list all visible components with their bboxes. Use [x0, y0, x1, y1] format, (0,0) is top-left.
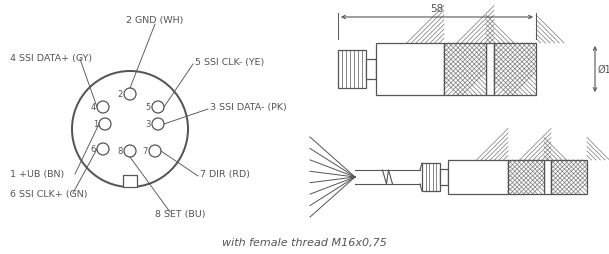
Text: 7 DIR (RD): 7 DIR (RD) — [200, 170, 250, 179]
Text: 4 SSI DATA+ (GY): 4 SSI DATA+ (GY) — [10, 53, 92, 62]
Text: 7: 7 — [143, 147, 148, 156]
Text: 2 GND (WH): 2 GND (WH) — [126, 15, 184, 24]
Text: 5: 5 — [146, 103, 151, 112]
Bar — [544, 160, 551, 194]
Bar — [486, 44, 494, 96]
Text: 5 SSI CLK- (YE): 5 SSI CLK- (YE) — [195, 58, 264, 67]
Text: 4: 4 — [91, 103, 96, 112]
Bar — [551, 160, 587, 194]
Bar — [448, 160, 508, 194]
Text: 3 SSI DATA- (PK): 3 SSI DATA- (PK) — [210, 103, 287, 112]
Text: 3: 3 — [146, 120, 151, 129]
Bar — [366, 60, 376, 80]
Text: with female thread M16x0,75: with female thread M16x0,75 — [222, 237, 387, 247]
Bar — [422, 163, 440, 191]
Text: 1 +UB (BN): 1 +UB (BN) — [10, 170, 65, 179]
Bar — [376, 44, 444, 96]
Bar — [494, 44, 536, 96]
Text: 6 SSI CLK+ (GN): 6 SSI CLK+ (GN) — [10, 190, 88, 199]
Text: 58: 58 — [431, 4, 443, 14]
Bar — [338, 51, 366, 89]
Text: 8 SET (BU): 8 SET (BU) — [155, 210, 205, 219]
Bar — [123, 175, 137, 187]
Text: Ø18.5: Ø18.5 — [598, 65, 609, 75]
Bar — [508, 160, 544, 194]
Bar — [444, 44, 486, 96]
Bar — [440, 169, 448, 185]
Text: 2: 2 — [118, 90, 123, 99]
Text: 6: 6 — [91, 145, 96, 154]
Text: 1: 1 — [93, 120, 98, 129]
Text: 8: 8 — [118, 147, 123, 156]
